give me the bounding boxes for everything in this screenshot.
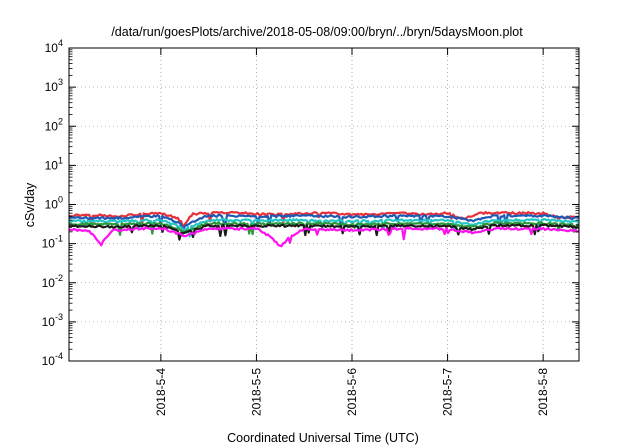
- y-tick-label: 104: [45, 38, 63, 55]
- axis-ticks: 10-4 10-3 10-2 10-1 100 101 102 103 104 2018-5-4 2…: [42, 38, 579, 416]
- y-tick-label: 10-3: [42, 312, 63, 329]
- x-tick-label: 2018-5-8: [536, 368, 550, 416]
- grid-lines: [69, 48, 579, 361]
- y-tick-label: 103: [45, 77, 63, 94]
- series-layer: [69, 210, 579, 248]
- series-line: [69, 210, 579, 228]
- x-tick-label: 2018-5-7: [441, 368, 455, 416]
- y-tick-label: 102: [45, 116, 63, 133]
- x-axis-label: Coordinated Universal Time (UTC): [227, 431, 419, 445]
- y-axis-label: cSv/day: [23, 182, 37, 227]
- y-tick-label: 10-4: [42, 351, 63, 368]
- chart-title: /data/run/goesPlots/archive/2018-05-08/0…: [111, 25, 523, 39]
- series-line: [69, 223, 579, 241]
- y-tick-label: 10-2: [42, 273, 63, 290]
- series-line: [69, 213, 579, 233]
- y-tick-label: 101: [45, 155, 63, 172]
- x-tick-label: 2018-5-6: [345, 368, 359, 416]
- y-tick-label: 100: [45, 195, 63, 212]
- x-tick-label: 2018-5-4: [154, 368, 168, 416]
- series-line: [69, 218, 579, 238]
- series-line: [69, 221, 579, 236]
- series-line: [69, 226, 579, 248]
- x-tick-label: 2018-5-5: [249, 368, 263, 416]
- y-tick-label: 10-1: [42, 234, 63, 251]
